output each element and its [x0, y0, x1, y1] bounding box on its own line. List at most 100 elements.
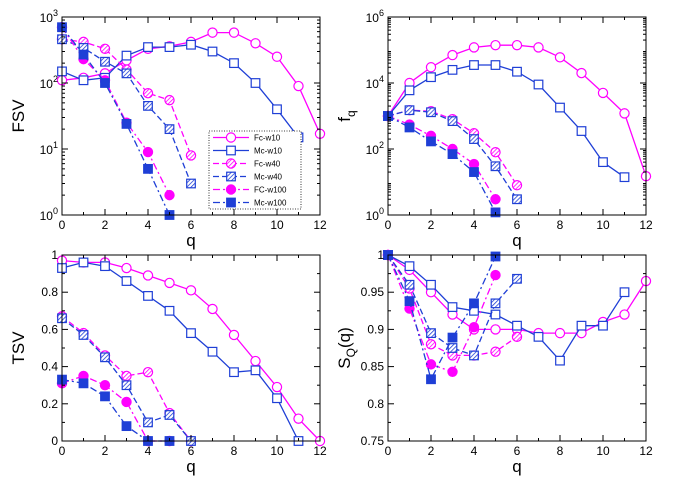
series-group	[56, 255, 326, 447]
data-point-mc-w10	[207, 346, 218, 357]
data-point-fc-w40	[121, 370, 132, 382]
data-point-mc-w40	[78, 330, 89, 340]
data-point-fc-w40	[490, 146, 501, 158]
data-point-fc-w100	[121, 396, 132, 408]
x-tick-label: 4	[471, 444, 478, 458]
legend-label: Mc-w10	[254, 147, 283, 156]
legend-label: Fc-w10	[254, 134, 281, 143]
x-tick-label: 4	[145, 218, 152, 232]
data-point-mc-w10	[469, 60, 479, 70]
panel-fq: 0 2 4 6 8 10 12 100 102 104 106 q fq	[335, 8, 653, 250]
x-tick-label: 10	[596, 218, 610, 232]
y-tick-label: 0.2	[41, 397, 58, 411]
data-point-mc-w10	[490, 309, 501, 320]
legend-label: Fc-w40	[254, 160, 281, 169]
data-point-mc-w10	[555, 102, 565, 113]
data-point-fc-w10	[511, 39, 523, 51]
data-point-fc-w100	[490, 269, 501, 281]
panel-sq: 0 2 4 6 8 10 12 0.75 0.8 0.85 0.9 0.95 1 q SQ(q)	[335, 248, 653, 476]
y-axis-label: SQ(q)	[335, 327, 358, 368]
x-tick-label: 12	[313, 444, 327, 458]
series-line-mc-w100	[387, 115, 497, 213]
data-point-fc-w100	[425, 359, 437, 370]
data-point-fc-w10	[293, 80, 304, 92]
data-point-fc-w40	[99, 43, 111, 54]
data-point-mc-w40	[426, 328, 436, 339]
data-point-mc-w40	[143, 100, 153, 111]
plot-frame	[61, 254, 321, 442]
x-axis-label: q	[512, 231, 521, 250]
data-point-mc-w10	[272, 104, 282, 115]
y-axis-label: FSV	[9, 99, 28, 133]
data-point-mc-w10	[78, 75, 89, 86]
y-tick-label: 0.4	[41, 360, 58, 374]
data-point-fc-w10	[250, 38, 261, 49]
data-point-mc-w40	[469, 134, 479, 144]
y-axis-label: fq	[335, 110, 358, 121]
data-point-mc-w10	[186, 39, 196, 50]
data-point-fc-w10	[185, 285, 197, 296]
data-point-mc-w10	[447, 64, 458, 75]
data-point-fc-w10	[207, 27, 218, 38]
data-point-fc-w100	[99, 380, 111, 391]
data-point-mc-w40	[512, 273, 522, 284]
data-point-fc-w100	[447, 366, 458, 378]
data-point-fc-w10	[619, 309, 630, 320]
data-point-fc-w10	[142, 270, 154, 281]
series-line-fc-w100	[387, 115, 497, 200]
data-point-mc-w40	[121, 380, 132, 391]
data-point-mc-w10	[555, 355, 565, 366]
data-point-fc-w10	[468, 42, 480, 53]
data-point-mc-w10	[143, 291, 153, 301]
data-point-fc-w40	[425, 339, 437, 350]
data-point-fc-w100	[142, 146, 154, 158]
data-point-mc-w100	[100, 78, 110, 88]
data-point-mc-w10	[250, 78, 261, 88]
data-point-mc-w10	[143, 42, 153, 52]
x-tick-label: 0	[59, 218, 66, 232]
data-point-mc-w10	[426, 72, 436, 83]
x-tick-label: 8	[557, 444, 564, 458]
data-point-fc-w40	[185, 150, 197, 161]
data-point-mc-w40	[469, 350, 479, 361]
data-point-fc-w100	[468, 321, 480, 333]
x-tick-label: 2	[428, 218, 435, 232]
data-point-mc-w10	[512, 66, 522, 77]
x-tick-label: 2	[428, 444, 435, 458]
y-tick-label: 102	[40, 74, 58, 91]
data-point-mc-w40	[404, 279, 415, 290]
data-point-mc-w40	[164, 410, 175, 420]
data-point-mc-w40	[512, 194, 522, 205]
data-point-fc-w10	[121, 262, 132, 274]
data-point-fc-w100	[490, 194, 501, 205]
series-line-mc-w100	[61, 378, 170, 442]
data-point-mc-w10	[78, 257, 89, 268]
data-point-mc-w10	[121, 276, 132, 286]
x-axis-label: q	[186, 457, 195, 476]
data-point-fc-w10	[576, 67, 587, 79]
data-point-mc-w10	[121, 50, 132, 61]
data-point-mc-w40	[447, 343, 458, 353]
data-point-mc-w10	[490, 60, 501, 70]
x-tick-label: 4	[471, 218, 478, 232]
x-tick-label: 0	[385, 444, 392, 458]
data-point-fc-w10	[228, 27, 240, 38]
y-tick-label: 0.8	[41, 285, 58, 299]
panel-tsv: 0 2 4 6 8 10 12 0 0.2 0.4 0.6 0.8 1 q TSV	[9, 248, 327, 476]
data-point-fc-w10	[554, 52, 566, 63]
data-point-mc-w10	[100, 261, 110, 272]
y-tick-label: 1	[377, 248, 384, 262]
panel-fsv: 0 2 4 6 8 10 12100101102103qFSVFc-w10Mc-w10Fc-…	[9, 8, 327, 250]
x-tick-label: 10	[270, 444, 284, 458]
data-point-mc-w10	[619, 172, 630, 183]
data-point-fc-w40	[142, 88, 154, 99]
data-point-mc-w10	[186, 328, 196, 339]
legend-marker	[226, 171, 236, 182]
data-point-mc-w100	[404, 296, 415, 307]
legend-marker	[225, 132, 237, 143]
x-tick-label: 12	[639, 444, 653, 458]
y-tick-label: 106	[366, 8, 384, 25]
legend-marker	[225, 184, 237, 195]
legend-box	[208, 130, 302, 210]
